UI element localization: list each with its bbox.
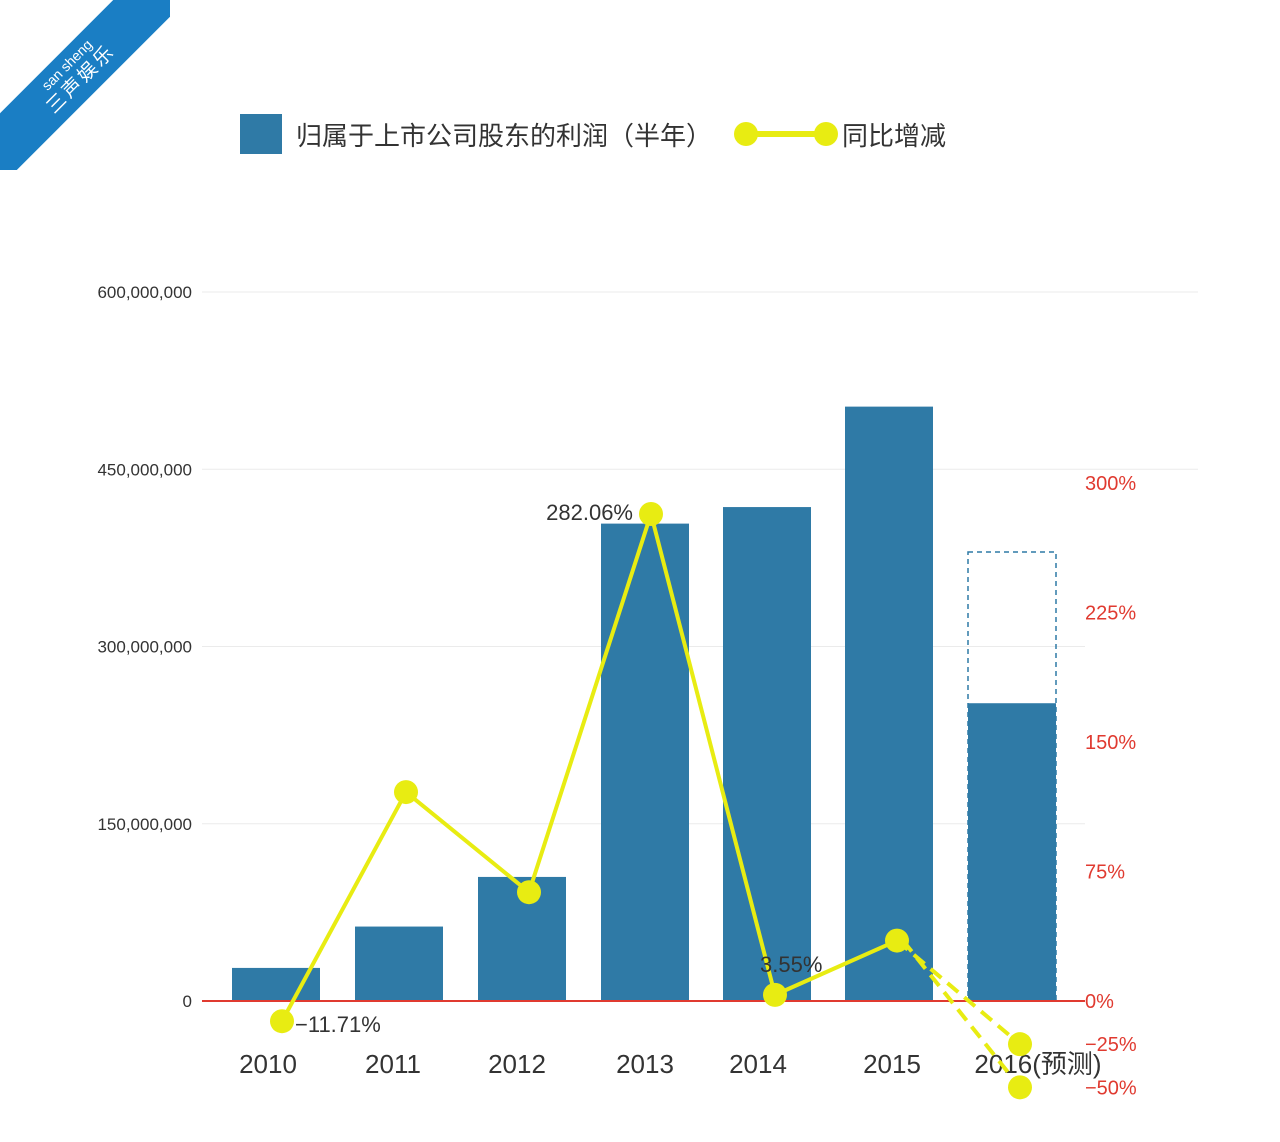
bar bbox=[601, 523, 689, 1001]
bar bbox=[232, 967, 320, 1001]
yoy-point bbox=[885, 928, 909, 953]
forecast-outline bbox=[967, 551, 1057, 1002]
x-tick-label: 2013 bbox=[616, 1049, 674, 1079]
yoy-point bbox=[270, 1009, 294, 1034]
yoy-point bbox=[517, 880, 541, 905]
yoy-point bbox=[639, 501, 663, 526]
x-tick-label: 2011 bbox=[365, 1049, 421, 1079]
x-tick-label: 2016(预测) bbox=[974, 1049, 1101, 1079]
y-tick-label: 450,000,000 bbox=[97, 460, 192, 479]
x-tick-label: 2015 bbox=[863, 1049, 921, 1079]
legend-label-profit: 归属于上市公司股东的利润（半年） bbox=[296, 120, 713, 151]
bar bbox=[723, 507, 811, 1001]
bar bbox=[355, 926, 443, 1001]
y2-tick-label: 300% bbox=[1085, 473, 1136, 495]
yoy-point bbox=[394, 780, 418, 805]
yoy-point bbox=[763, 982, 787, 1007]
bar bbox=[968, 703, 1056, 1001]
legend-item-yoy: 同比增减 bbox=[732, 112, 946, 156]
legend-label-yoy: 同比增减 bbox=[842, 120, 947, 151]
y-tick-label: 150,000,000 bbox=[97, 815, 192, 834]
legend-swatch-profit bbox=[240, 114, 282, 154]
y2-tick-label: 150% bbox=[1085, 732, 1136, 754]
data-label: −11.71% bbox=[295, 1012, 381, 1037]
x-tick-label: 2014 bbox=[729, 1049, 787, 1079]
yoy-forecast-point bbox=[1008, 1075, 1032, 1100]
y-tick-label: 300,000,000 bbox=[97, 638, 192, 657]
data-label: 282.06% bbox=[546, 500, 633, 525]
x-tick-label: 2012 bbox=[488, 1049, 546, 1079]
x-tick-label: 2010 bbox=[239, 1049, 297, 1079]
legend-item-profit: 归属于上市公司股东的利润（半年） bbox=[240, 112, 712, 156]
y-tick-label: 0 bbox=[183, 992, 192, 1011]
legend-marker-yoy bbox=[734, 122, 838, 146]
y2-tick-label: −25% bbox=[1085, 1034, 1137, 1056]
bar bbox=[845, 406, 933, 1001]
y2-tick-label: 225% bbox=[1085, 603, 1136, 625]
data-label: 3.55% bbox=[760, 952, 822, 977]
y2-tick-label: 75% bbox=[1085, 862, 1125, 884]
yoy-line bbox=[280, 511, 898, 1023]
y2-tick-label: −50% bbox=[1085, 1077, 1137, 1099]
y2-tick-label: 0% bbox=[1085, 991, 1114, 1013]
yoy-forecast-line bbox=[901, 939, 1022, 1089]
yoy-forecast-point bbox=[1008, 1032, 1032, 1057]
y-tick-label: 600,000,000 bbox=[97, 283, 192, 302]
